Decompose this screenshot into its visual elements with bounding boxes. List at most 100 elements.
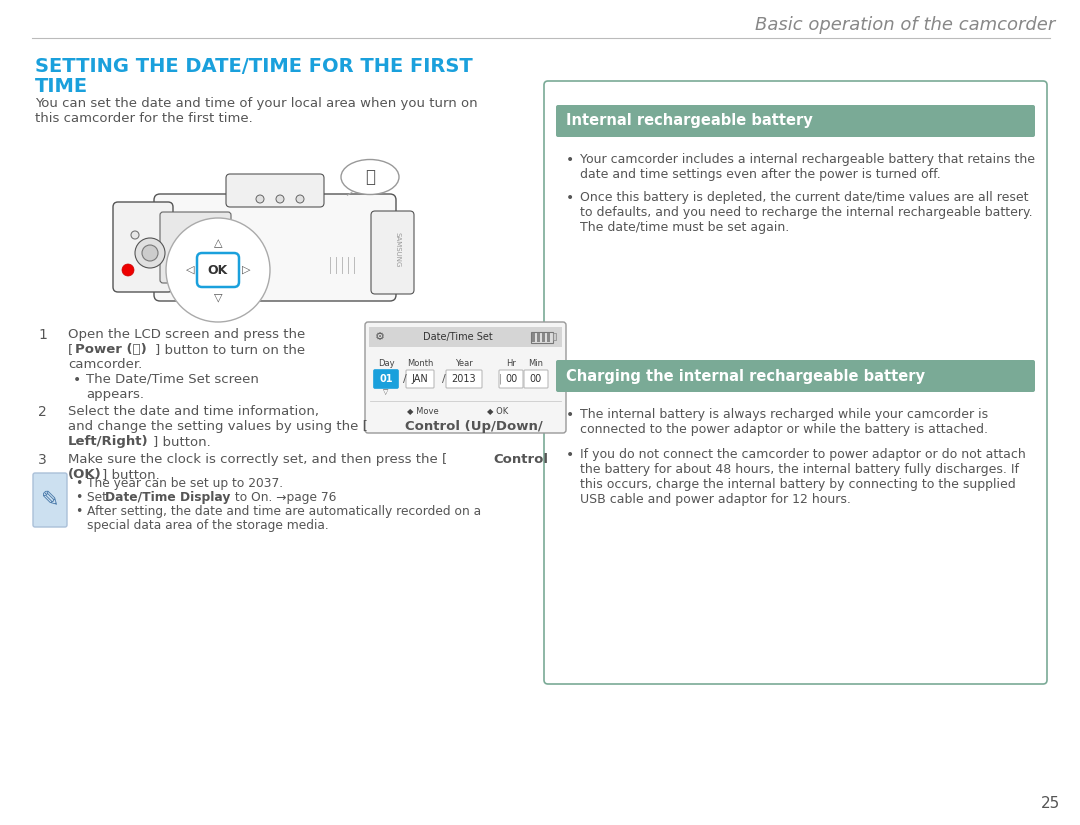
Text: appears.: appears. <box>86 388 144 401</box>
Text: ▽: ▽ <box>214 292 222 302</box>
Text: •: • <box>75 505 82 518</box>
Bar <box>537 333 540 342</box>
Circle shape <box>276 195 284 203</box>
Text: Control: Control <box>492 453 548 466</box>
Text: Internal rechargeable battery: Internal rechargeable battery <box>566 114 813 129</box>
Text: Date/Time Set: Date/Time Set <box>423 332 492 342</box>
Text: to defaults, and you need to recharge the internal rechargeable battery.: to defaults, and you need to recharge th… <box>580 206 1032 219</box>
Bar <box>532 333 535 342</box>
Text: OK: OK <box>207 263 228 276</box>
FancyBboxPatch shape <box>524 370 548 388</box>
Text: •: • <box>566 408 575 422</box>
Text: ◆ Move: ◆ Move <box>407 407 438 416</box>
Circle shape <box>166 218 270 322</box>
FancyBboxPatch shape <box>160 212 231 283</box>
Bar <box>542 333 545 342</box>
Text: the battery for about 48 hours, the internal battery fully discharges. If: the battery for about 48 hours, the inte… <box>580 463 1020 476</box>
Text: 01: 01 <box>379 374 393 384</box>
Text: ⏻: ⏻ <box>365 168 375 186</box>
Bar <box>369 327 562 347</box>
Text: and change the setting values by using the [: and change the setting values by using t… <box>68 420 368 433</box>
Text: Control (Up/Down/: Control (Up/Down/ <box>405 420 543 433</box>
Text: special data area of the storage media.: special data area of the storage media. <box>87 519 328 532</box>
Circle shape <box>256 195 264 203</box>
Text: Basic operation of the camcorder: Basic operation of the camcorder <box>755 16 1055 34</box>
Text: |: | <box>498 374 501 384</box>
Text: Once this battery is depleted, the current date/time values are all reset: Once this battery is depleted, the curre… <box>580 191 1028 204</box>
Text: ▽: ▽ <box>383 389 389 395</box>
Text: 1: 1 <box>38 328 46 342</box>
Circle shape <box>122 264 134 276</box>
Text: 00: 00 <box>504 374 517 384</box>
Text: ] button.: ] button. <box>102 468 160 481</box>
Text: Select the date and time information,: Select the date and time information, <box>68 405 319 418</box>
FancyBboxPatch shape <box>556 360 1035 392</box>
FancyBboxPatch shape <box>544 81 1047 684</box>
Bar <box>531 332 553 343</box>
FancyBboxPatch shape <box>499 370 523 388</box>
Text: to On. →page 76: to On. →page 76 <box>231 491 336 504</box>
Text: Left/Right): Left/Right) <box>68 435 149 448</box>
Text: (OK): (OK) <box>68 468 102 481</box>
Text: Hr: Hr <box>507 359 516 367</box>
Text: Set: Set <box>87 491 111 504</box>
Text: TIME: TIME <box>35 77 89 96</box>
Text: •: • <box>73 373 81 387</box>
Text: Make sure the clock is correctly set, and then press the [: Make sure the clock is correctly set, an… <box>68 453 447 466</box>
Text: [: [ <box>68 343 73 356</box>
FancyBboxPatch shape <box>374 370 399 388</box>
Text: 2: 2 <box>38 405 46 419</box>
FancyBboxPatch shape <box>197 253 239 287</box>
Text: •: • <box>75 491 82 504</box>
Text: /: / <box>403 374 407 384</box>
Text: You can set the date and time of your local area when you turn on: You can set the date and time of your lo… <box>35 97 477 110</box>
Text: Month: Month <box>407 359 433 367</box>
Bar <box>546 333 550 342</box>
FancyBboxPatch shape <box>406 370 434 388</box>
Ellipse shape <box>341 159 399 195</box>
Text: USB cable and power adaptor for 12 hours.: USB cable and power adaptor for 12 hours… <box>580 493 851 506</box>
Text: 2013: 2013 <box>451 374 476 384</box>
Text: •: • <box>566 448 575 462</box>
FancyBboxPatch shape <box>446 370 482 388</box>
FancyBboxPatch shape <box>365 322 566 433</box>
Text: camcorder.: camcorder. <box>68 358 143 371</box>
Text: Year: Year <box>455 359 473 367</box>
FancyBboxPatch shape <box>556 105 1035 137</box>
Text: After setting, the date and time are automatically recorded on a: After setting, the date and time are aut… <box>87 505 481 518</box>
Text: ✎: ✎ <box>41 490 59 510</box>
Text: Min: Min <box>528 359 543 367</box>
Text: SETTING THE DATE/TIME FOR THE FIRST: SETTING THE DATE/TIME FOR THE FIRST <box>35 57 473 76</box>
Text: The internal battery is always recharged while your camcorder is: The internal battery is always recharged… <box>580 408 988 421</box>
Text: this camcorder for the first time.: this camcorder for the first time. <box>35 112 253 125</box>
Text: Day: Day <box>378 359 394 367</box>
Text: The Date/Time Set screen: The Date/Time Set screen <box>86 373 259 386</box>
Text: SAMSUNG: SAMSUNG <box>395 233 401 267</box>
Text: ◁: ◁ <box>186 265 194 275</box>
Text: Open the LCD screen and press the: Open the LCD screen and press the <box>68 328 306 341</box>
Text: Your camcorder includes a internal rechargeable battery that retains the: Your camcorder includes a internal recha… <box>580 153 1035 166</box>
Text: The year can be set up to 2037.: The year can be set up to 2037. <box>87 477 283 490</box>
Bar <box>553 333 556 340</box>
Circle shape <box>135 238 165 268</box>
Text: If you do not connect the camcorder to power adaptor or do not attach: If you do not connect the camcorder to p… <box>580 448 1026 461</box>
Text: The date/time must be set again.: The date/time must be set again. <box>580 221 789 234</box>
Text: ] button to turn on the: ] button to turn on the <box>156 343 306 356</box>
FancyBboxPatch shape <box>226 174 324 207</box>
Text: ◆ OK: ◆ OK <box>487 407 509 416</box>
Text: Date/Time Display: Date/Time Display <box>105 491 230 504</box>
FancyBboxPatch shape <box>113 202 173 292</box>
Text: ⚙: ⚙ <box>375 332 384 342</box>
Circle shape <box>131 231 139 239</box>
FancyBboxPatch shape <box>154 194 396 301</box>
Text: ] button.: ] button. <box>153 435 211 448</box>
Text: 3: 3 <box>38 453 46 467</box>
Text: Charging the internal rechargeable battery: Charging the internal rechargeable batte… <box>566 369 924 384</box>
Text: •: • <box>75 477 82 490</box>
FancyBboxPatch shape <box>372 211 414 294</box>
Text: connected to the power adaptor or while the battery is attached.: connected to the power adaptor or while … <box>580 423 988 436</box>
Text: Power (⏻): Power (⏻) <box>75 343 147 356</box>
Circle shape <box>141 245 158 261</box>
Text: ▷: ▷ <box>242 265 251 275</box>
FancyBboxPatch shape <box>33 473 67 527</box>
